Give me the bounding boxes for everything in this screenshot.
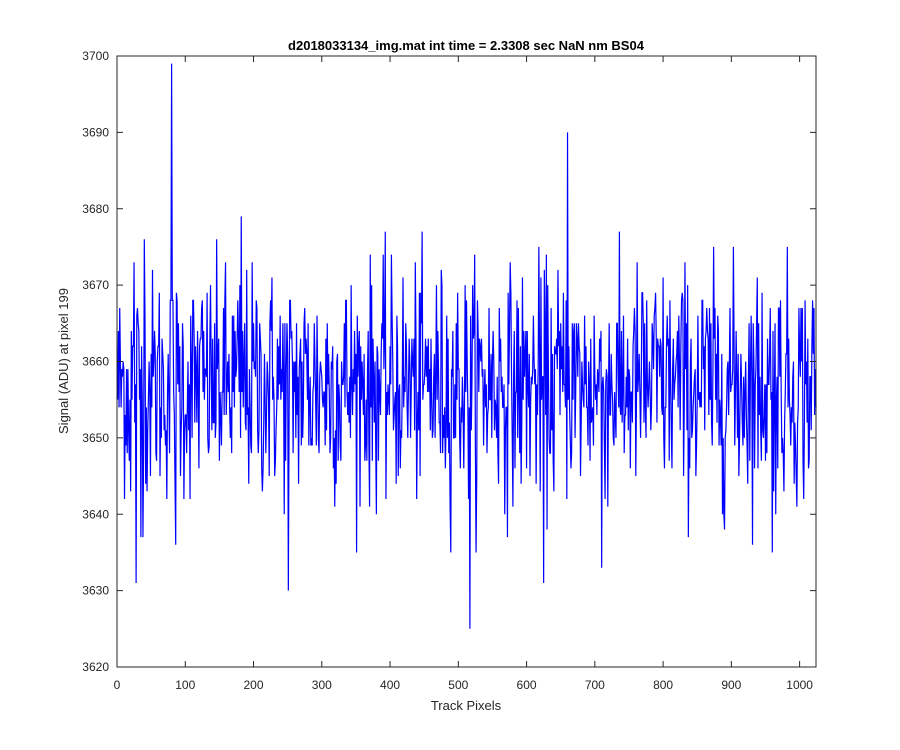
y-tick-label: 3680 [82, 202, 109, 216]
chart-title: d2018033134_img.mat int time = 2.3308 se… [288, 38, 645, 53]
y-tick-label: 3630 [82, 584, 109, 598]
y-tick-label: 3640 [82, 507, 109, 521]
x-tick-label: 900 [721, 678, 741, 692]
x-axis-label: Track Pixels [431, 698, 502, 713]
x-tick-label: 200 [244, 678, 264, 692]
y-tick-label: 3660 [82, 355, 109, 369]
y-tick-label: 3690 [82, 125, 109, 139]
x-tick-label: 400 [380, 678, 400, 692]
series-layer [117, 63, 817, 629]
x-tick-label: 1000 [786, 678, 813, 692]
y-tick-label: 3670 [82, 278, 109, 292]
y-axis-label: Signal (ADU) at pixel 199 [56, 288, 71, 434]
x-tick-label: 500 [448, 678, 468, 692]
y-tick-label: 3650 [82, 431, 109, 445]
x-axis: 0 100 200 300 400 500 600 700 800 900 1000 [114, 56, 813, 692]
series-line [117, 63, 817, 629]
x-tick-label: 600 [517, 678, 537, 692]
y-tick-label: 3700 [82, 49, 109, 63]
x-tick-label: 100 [175, 678, 195, 692]
x-tick-label: 0 [114, 678, 121, 692]
y-axis: 3620 3630 3640 3650 3660 3670 3680 3690 3700 [82, 49, 816, 674]
x-tick-label: 300 [312, 678, 332, 692]
x-tick-label: 700 [585, 678, 605, 692]
y-tick-label: 3620 [82, 660, 109, 674]
x-tick-label: 800 [653, 678, 673, 692]
